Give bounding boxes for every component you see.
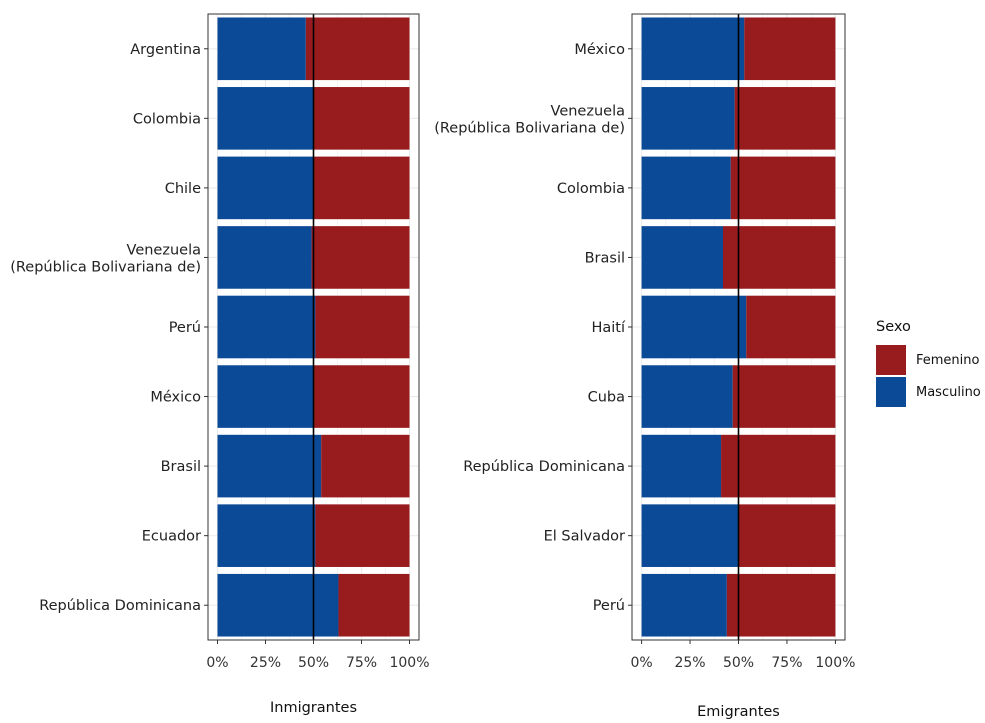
bar-femenino <box>313 156 410 220</box>
x-tick-label: 50% <box>723 655 754 671</box>
legend-label-femenino: Femenino <box>916 353 980 368</box>
bar-femenino <box>321 434 410 498</box>
panel-2: México Venezuela (República Bolivariana de… <box>434 13 855 720</box>
bar-masculino <box>217 365 314 428</box>
category-label: Perú <box>593 598 625 614</box>
bar-femenino <box>738 504 836 567</box>
bar-femenino <box>746 295 836 359</box>
category-label: Venezuela (República Bolivariana de) <box>10 242 201 275</box>
bar-masculino <box>641 17 745 81</box>
bar-masculino <box>217 87 314 150</box>
category-label: Argentina <box>130 42 201 58</box>
bar-femenino <box>730 156 836 220</box>
legend-title: Sexo <box>876 319 911 335</box>
bar-masculino <box>641 365 733 428</box>
legend-swatch-masculino <box>876 377 906 407</box>
x-tick-label: 75% <box>346 655 377 671</box>
category-label: Venezuela (República Bolivariana de) <box>434 103 625 136</box>
legend-label-masculino: Masculino <box>916 385 981 400</box>
bar-masculino <box>641 504 739 567</box>
category-label: Colombia <box>557 181 625 197</box>
x-tick-label: 25% <box>250 655 281 671</box>
legend: Sexo Femenino Masculino <box>876 319 981 407</box>
bar-femenino <box>315 504 410 567</box>
x-axis-title: Emigrantes <box>697 704 780 720</box>
bar-masculino <box>641 87 735 150</box>
x-tick-label: 0% <box>630 655 652 671</box>
x-axis-title: Inmigrantes <box>270 700 357 716</box>
x-tick-label: 100% <box>815 655 855 671</box>
bar-masculino <box>217 295 316 359</box>
bar-femenino <box>721 434 836 498</box>
bar-femenino <box>313 365 410 428</box>
panel-1: Argentina Colombia Chile Venezuela (Repúblic… <box>10 13 430 716</box>
category-label: Haití <box>591 320 626 336</box>
bar-femenino <box>315 295 410 359</box>
bar-masculino <box>217 504 316 567</box>
category-label: República Dominicana <box>39 598 201 614</box>
bar-masculino <box>217 17 306 81</box>
bar-femenino <box>338 573 410 637</box>
legend-swatch-femenino <box>876 345 906 375</box>
category-label: Brasil <box>585 250 625 266</box>
category-label: Cuba <box>588 390 625 406</box>
bar-femenino <box>726 573 836 637</box>
bar-femenino <box>313 87 410 150</box>
bar-femenino <box>732 365 836 428</box>
bar-masculino <box>641 156 731 220</box>
category-label: Ecuador <box>142 529 201 545</box>
category-label: República Dominicana <box>463 459 625 475</box>
category-label: Chile <box>165 181 201 197</box>
bar-femenino <box>305 17 410 81</box>
bar-masculino <box>217 226 312 289</box>
category-label: Perú <box>169 320 201 336</box>
category-label: Colombia <box>133 111 201 127</box>
bar-masculino <box>641 295 747 359</box>
x-tick-label: 100% <box>389 655 429 671</box>
category-label: El Salvador <box>544 529 625 545</box>
bar-femenino <box>734 87 836 150</box>
category-label: México <box>150 390 201 406</box>
x-tick-label: 75% <box>771 655 802 671</box>
x-tick-label: 50% <box>298 655 329 671</box>
bar-masculino <box>217 434 322 498</box>
bar-masculino <box>641 573 727 637</box>
category-label: México <box>574 42 625 58</box>
x-tick-label: 25% <box>674 655 705 671</box>
bar-masculino <box>217 156 314 220</box>
bar-femenino <box>722 226 836 289</box>
bar-masculino <box>217 573 339 637</box>
bar-masculino <box>641 226 723 289</box>
x-tick-label: 0% <box>206 655 228 671</box>
bar-femenino <box>311 226 410 289</box>
category-label: Brasil <box>161 459 201 475</box>
bar-femenino <box>744 17 836 81</box>
bar-masculino <box>641 434 722 498</box>
